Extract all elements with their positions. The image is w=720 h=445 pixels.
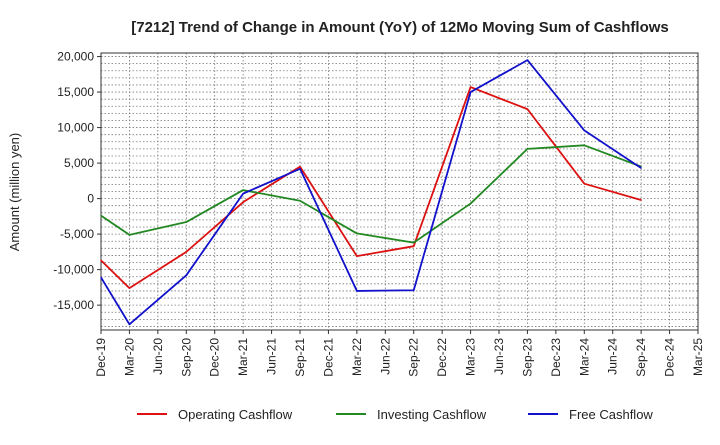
- x-tick-label: Jun-23: [492, 338, 506, 375]
- data-point: [469, 91, 472, 93]
- x-tick-label: Mar-25: [691, 338, 705, 376]
- chart-title: [7212] Trend of Change in Amount (YoY) o…: [131, 19, 669, 36]
- data-point: [640, 199, 642, 201]
- x-tick-label: Sep-21: [293, 338, 307, 377]
- data-point: [526, 59, 529, 61]
- x-tick-label: Dec-24: [663, 338, 677, 377]
- data-point: [356, 232, 358, 235]
- legend-label: Operating Cashflow: [178, 407, 293, 422]
- data-point: [128, 287, 131, 289]
- data-point: [526, 108, 529, 110]
- axes-layer: Dec-19 Mar-20 Jun-20 Sep-20 Dec-20 Mar-21 Jun-…: [53, 50, 705, 377]
- y-axis-label: Amount (million yen): [7, 133, 22, 252]
- x-tick-label: Mar-24: [577, 338, 591, 376]
- x-tick-label: Sep-20: [179, 338, 193, 377]
- data-point: [413, 289, 415, 291]
- x-tick-label: Sep-24: [634, 338, 648, 377]
- data-point: [128, 323, 131, 325]
- data-point: [583, 183, 585, 185]
- data-point: [526, 148, 529, 150]
- x-tick-label: Dec-20: [208, 338, 222, 377]
- x-tick-label: Dec-22: [435, 338, 449, 377]
- legend-label: Free Cashflow: [569, 407, 653, 422]
- data-point: [242, 189, 244, 191]
- y-tick-label: -10,000: [53, 263, 94, 277]
- data-point: [242, 201, 244, 203]
- data-point: [640, 167, 642, 169]
- y-tick-label: 20,000: [57, 50, 94, 64]
- y-tick-label: 15,000: [57, 85, 94, 99]
- x-tick-label: Mar-20: [122, 338, 136, 376]
- data-point: [469, 202, 472, 205]
- legend-label: Investing Cashflow: [377, 407, 487, 422]
- data-point: [356, 290, 358, 292]
- data-point: [100, 259, 102, 261]
- x-tick-label: Mar-21: [236, 338, 250, 376]
- x-tick-label: Dec-19: [94, 338, 108, 377]
- data-point: [185, 251, 187, 253]
- grid-layer: [100, 53, 699, 330]
- data-point: [128, 234, 131, 236]
- data-point: [185, 274, 187, 276]
- x-tick-label: Jun-20: [151, 338, 165, 375]
- x-tick-label: Mar-22: [350, 338, 364, 376]
- data-point: [299, 166, 301, 168]
- data-point: [356, 255, 358, 257]
- x-tick-label: Mar-23: [464, 338, 478, 376]
- series-line-investing-cashflow: [100, 144, 642, 244]
- x-tick-label: Dec-21: [321, 338, 335, 377]
- y-tick-label: 5,000: [64, 156, 94, 170]
- data-point: [583, 129, 585, 132]
- series-line-free-cashflow: [100, 59, 642, 326]
- x-tick-label: Jun-22: [378, 338, 392, 375]
- x-tick-label: Jun-24: [606, 338, 620, 375]
- series-layer: [100, 59, 642, 326]
- y-tick-label: 0: [87, 192, 94, 206]
- data-point: [100, 276, 102, 279]
- x-tick-label: Sep-22: [407, 338, 421, 377]
- data-point: [583, 144, 585, 146]
- data-point: [469, 86, 472, 88]
- legend: Operating Cashflow Investing Cashflow Free…: [137, 407, 653, 422]
- x-tick-label: Jun-21: [265, 338, 279, 375]
- x-tick-label: Sep-23: [520, 338, 534, 377]
- series-line-operating-cashflow: [100, 86, 642, 289]
- data-point: [185, 221, 187, 223]
- y-tick-label: 10,000: [57, 121, 94, 135]
- y-tick-label: -15,000: [53, 298, 94, 312]
- plot-frame: [100, 52, 699, 331]
- data-point: [413, 242, 415, 244]
- x-tick-label: Dec-23: [549, 338, 563, 377]
- data-point: [299, 168, 301, 170]
- y-tick-label: -5,000: [60, 227, 94, 241]
- data-point: [299, 200, 301, 202]
- data-point: [413, 245, 415, 247]
- data-point: [100, 215, 102, 217]
- data-point: [242, 193, 244, 195]
